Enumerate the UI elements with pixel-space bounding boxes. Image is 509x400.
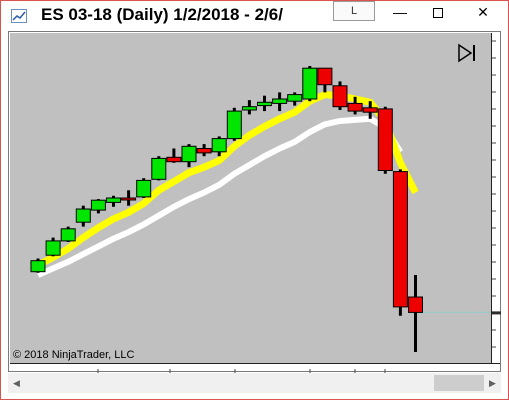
up-candle xyxy=(151,157,167,180)
down-candle xyxy=(408,296,423,313)
chart-panel: © 2018 NinjaTrader, LLC xyxy=(8,31,501,373)
down-candle xyxy=(362,107,378,113)
copyright-text: © 2018 NinjaTrader, LLC xyxy=(13,349,135,361)
last-price-marker xyxy=(492,311,501,315)
skip-to-end-icon[interactable] xyxy=(457,43,477,63)
up-candle xyxy=(257,101,272,107)
close-button[interactable]: ✕ xyxy=(477,4,489,20)
fast-average-band xyxy=(36,91,419,269)
up-candle xyxy=(60,228,76,242)
up-candle xyxy=(226,110,242,140)
maximize-button[interactable] xyxy=(421,1,455,23)
down-candle xyxy=(377,108,393,171)
horizontal-scrollbar[interactable]: ◀ ▶ xyxy=(8,373,501,393)
down-candle xyxy=(332,85,348,108)
title-bar[interactable]: ES 03-18 (Daily) 1/2/2018 - 2/6/ L — ✕ xyxy=(1,1,508,31)
up-candle xyxy=(241,106,257,111)
chart-icon xyxy=(11,9,27,23)
up-candle xyxy=(181,145,197,163)
down-candle xyxy=(121,197,137,201)
up-candle xyxy=(75,208,91,223)
maximize-icon xyxy=(433,8,443,19)
price-axis[interactable] xyxy=(491,33,501,365)
up-candle xyxy=(136,179,152,198)
slow-average-band xyxy=(36,115,403,278)
down-candle xyxy=(317,67,333,86)
up-candle xyxy=(302,67,318,100)
up-candle xyxy=(211,138,227,153)
up-candle xyxy=(45,240,61,256)
plot-area[interactable]: © 2018 NinjaTrader, LLC xyxy=(10,33,491,363)
up-candle xyxy=(287,94,303,102)
down-candle xyxy=(392,171,408,308)
chevron-left-icon[interactable]: ◀ xyxy=(13,378,20,388)
window-title: ES 03-18 (Daily) 1/2/2018 - 2/6/ xyxy=(41,5,283,24)
candlestick-chart xyxy=(30,66,491,352)
scroll-thumb[interactable] xyxy=(434,375,484,391)
chart-popup-button[interactable]: L xyxy=(333,1,375,21)
up-candle xyxy=(272,98,288,104)
up-candle xyxy=(30,260,46,273)
up-candle xyxy=(90,199,106,211)
down-candle xyxy=(196,148,212,154)
down-candle xyxy=(347,102,363,112)
minimize-button[interactable]: — xyxy=(393,4,407,20)
down-candle xyxy=(166,156,182,163)
time-axis[interactable] xyxy=(10,363,500,373)
up-candle xyxy=(106,197,121,203)
chevron-right-icon[interactable]: ▶ xyxy=(489,378,496,388)
